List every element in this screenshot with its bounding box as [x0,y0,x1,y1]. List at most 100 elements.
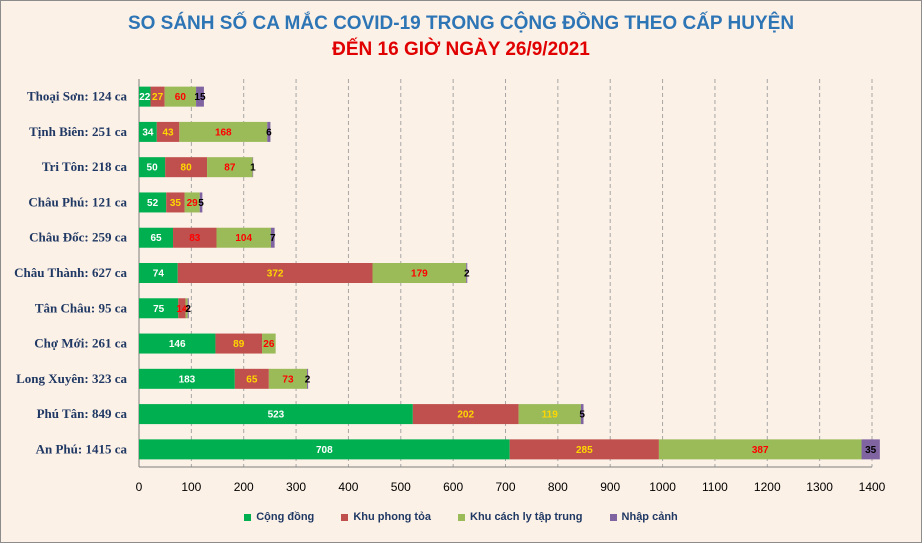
bar-segment [166,192,185,213]
category-label: Châu Đốc: 259 ca [29,230,127,245]
legend-swatch-khu-phong-toa [341,513,349,521]
bar-segment [165,157,208,178]
data-label: 15 [194,92,206,103]
data-label: 26 [263,339,275,350]
category-label: An Phú: 1415 ca [36,441,128,456]
bar-segment [268,368,308,389]
bar-segment [267,121,271,142]
data-label: 14 [176,304,188,315]
data-label: 146 [169,339,186,350]
data-label: 523 [268,410,285,421]
bar-segment [196,86,204,107]
bar-segment [184,192,200,213]
data-label: 5 [579,410,585,421]
bar-segment [199,192,203,213]
bar-segment [187,298,189,319]
category-label: Tịnh Biên: 251 ca [29,124,127,139]
legend-label: Khu cách ly tập trung [470,511,583,523]
category-label: Châu Thành: 627 ca [14,265,127,280]
legend-item-nhap-canh: Nhập cảnh [609,511,678,523]
bar-segment [412,404,519,425]
bar-segment [466,263,468,283]
bar-segment [139,298,179,319]
data-label: 65 [246,374,258,385]
legend-label: Nhập cảnh [621,511,678,523]
category-label: Châu Phú: 121 ca [28,194,127,209]
category-label: Tri Tôn: 218 ca [42,159,128,174]
legend: Cộng đồng Khu phong tỏa Khu cách ly tập … [1,511,921,523]
bar-segment [185,298,188,319]
data-label: 65 [150,233,162,244]
x-tick-label: 900 [600,480,620,494]
x-tick-label: 500 [391,480,411,494]
category-label: Chợ Mới: 261 ca [34,336,127,351]
data-label: 43 [162,127,174,138]
data-label: 708 [316,445,333,456]
data-label: 35 [865,445,877,456]
x-tick-label: 300 [286,480,306,494]
data-label: 7 [270,233,276,244]
x-tick-label: 100 [181,480,201,494]
legend-swatch-nhap-canh [609,513,617,521]
x-tick-label: 400 [338,480,358,494]
data-label: 83 [189,233,201,244]
data-label: 74 [153,269,165,280]
bar-segment [139,439,510,460]
legend-item-khu-phong-toa: Khu phong tỏa [341,511,431,523]
x-tick-label: 200 [234,480,254,494]
legend-item-khu-cach-ly: Khu cách ly tập trung [458,511,582,523]
bar-segment [139,192,167,213]
data-label: 52 [147,198,159,209]
bar-segment [262,333,276,354]
x-tick-label: 800 [548,480,568,494]
x-tick-label: 600 [443,480,463,494]
data-label: 27 [152,92,164,103]
bar-segment [215,333,263,354]
data-label: 73 [282,374,294,385]
bar-segment [207,157,253,178]
bar-segment [861,439,880,460]
bar-segment [139,404,413,425]
data-label: 75 [153,304,165,315]
data-label: 104 [235,233,252,244]
data-label: 179 [411,269,428,280]
bar-segment [173,227,217,248]
legend-swatch-khu-cach-ly [458,513,465,521]
bar-segment [270,227,275,248]
data-label: 6 [266,127,272,138]
x-tick-label: 1100 [702,480,728,494]
data-label: 285 [576,445,593,456]
category-label: Tân Châu: 95 ca [35,300,128,315]
data-label: 168 [215,127,232,138]
x-tick-label: 700 [495,480,515,494]
data-label: 119 [542,410,559,421]
data-label: 35 [170,198,182,209]
bar-segment [216,227,271,248]
data-label: 387 [752,445,769,456]
bar-segment [178,298,186,319]
legend-label: Cộng đồng [256,511,315,523]
data-label: 34 [142,127,154,138]
bar-segment [252,157,254,178]
category-label: Phú Tân: 849 ca [37,406,128,421]
x-tick-label: 0 [136,480,143,494]
data-label: 22 [139,92,151,103]
x-tick-label: 1000 [649,480,676,494]
data-label: 87 [224,163,236,174]
data-label: 5 [198,198,204,209]
bar-segment [156,121,180,142]
chart-title: SO SÁNH SỐ CA MẮC COVID-19 TRONG CỘNG ĐỒ… [127,13,795,34]
legend-swatch-cong-dong [244,513,252,521]
data-label: 60 [175,92,187,103]
bar-segment [164,86,197,107]
legend-item-cong-dong: Cộng đồng [244,511,314,523]
chart-subtitle: ĐẾN 16 GIỜ NGÀY 26/9/2021 [332,39,590,60]
x-tick-label: 1400 [859,480,886,494]
data-label: 2 [185,304,191,315]
legend-label: Khu phong tỏa [353,511,431,523]
data-label: 80 [181,163,193,174]
bar-segment [139,368,235,389]
data-label: 50 [147,163,159,174]
x-tick-label: 1200 [754,480,781,494]
